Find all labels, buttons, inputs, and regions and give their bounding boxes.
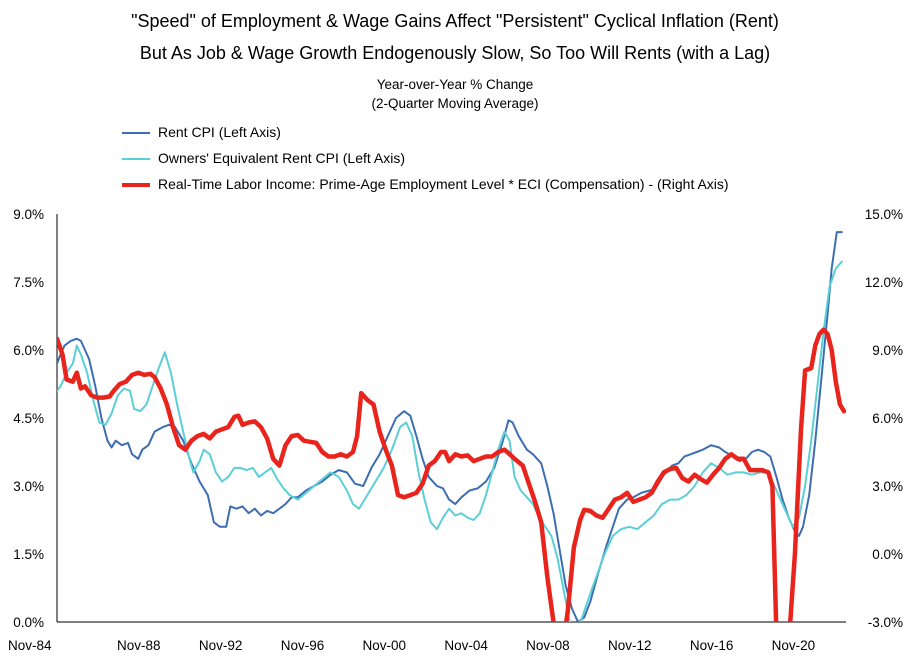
tick-labels: 0.0% 1.5% 3.0% 4.5% 6.0% 7.5% 9.0% -3.0% 0.0% 3.0… <box>8 207 903 653</box>
x-tick-label: Nov-08 <box>526 638 570 653</box>
x-tick-label: Nov-00 <box>363 638 407 653</box>
x-tick-label: Nov-84 <box>8 638 52 653</box>
x-tick-label: Nov-12 <box>608 638 652 653</box>
y-right-tick-label: 9.0% <box>872 343 903 358</box>
series-line-oer-cpi <box>57 260 843 622</box>
y-left-tick-label: 7.5% <box>13 275 44 290</box>
y-left-tick-label: 9.0% <box>13 207 44 222</box>
chart-subtitle: But As Job & Wage Growth Endogenously Sl… <box>139 43 771 63</box>
y-left-tick-label: 1.5% <box>13 547 44 562</box>
plot-lines <box>57 231 846 622</box>
chart-title: "Speed" of Employment & Wage Gains Affec… <box>131 11 779 31</box>
measure-note: (2-Quarter Moving Average) <box>371 96 539 111</box>
legend-label-rent-cpi: Rent CPI (Left Axis) <box>158 124 281 140</box>
y-right-tick-label: 12.0% <box>865 275 903 290</box>
y-right-tick-label: -3.0% <box>868 615 903 630</box>
y-right-tick-label: 0.0% <box>872 547 903 562</box>
y-right-tick-label: 6.0% <box>872 411 903 426</box>
legend-label-oer-cpi: Owners' Equivalent Rent CPI (Left Axis) <box>158 150 405 166</box>
series-line-labor-income <box>57 327 846 622</box>
y-left-tick-label: 0.0% <box>13 615 44 630</box>
x-tick-label: Nov-96 <box>281 638 325 653</box>
legend-swatch-rent-cpi <box>122 132 150 134</box>
legend-swatch-oer-cpi <box>122 158 150 160</box>
measure-label: Year-over-Year % Change <box>376 77 534 92</box>
y-right-tick-label: 3.0% <box>872 479 903 494</box>
y-left-tick-label: 6.0% <box>13 343 44 358</box>
series-line-rent-cpi <box>57 231 843 622</box>
x-tick-label: Nov-16 <box>690 638 734 653</box>
legend-swatch-labor-income <box>122 183 150 187</box>
y-left-tick-label: 4.5% <box>13 411 44 426</box>
axes <box>56 214 846 623</box>
x-tick-label: Nov-92 <box>199 638 243 653</box>
x-tick-label: Nov-20 <box>772 638 816 653</box>
y-right-tick-label: 15.0% <box>865 207 903 222</box>
y-left-tick-label: 3.0% <box>13 479 44 494</box>
x-tick-label: Nov-04 <box>444 638 488 653</box>
x-tick-label: Nov-88 <box>117 638 161 653</box>
legend-label-labor-income: Real-Time Labor Income: Prime-Age Employ… <box>158 176 729 192</box>
